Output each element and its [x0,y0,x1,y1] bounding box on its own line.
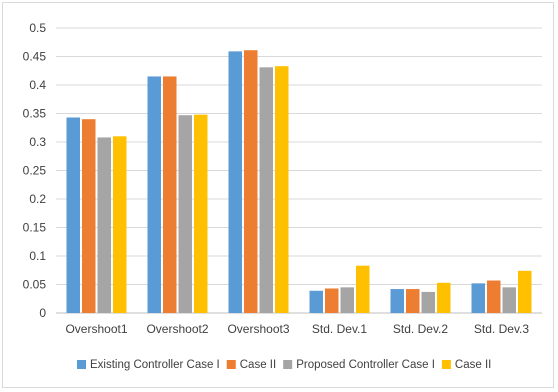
legend-label: Proposed Controller Case I [296,359,435,371]
y-tick-label: 0.25 [23,164,47,178]
bar [518,270,532,313]
x-category-label: Overshoot2 [146,322,208,336]
bar [325,288,339,313]
bar [82,119,96,313]
bar [487,280,501,313]
y-tick-label: 0.5 [29,21,46,35]
bar [113,136,127,313]
bar [194,114,208,313]
legend-swatch [77,360,86,369]
bar [309,290,323,313]
gridlines [56,27,542,314]
x-category-label: Std. Dev.3 [474,322,529,336]
x-axis-categories: Overshoot1 Overshoot2 Overshoot3 Std. Dev.1… [65,322,529,336]
bars [66,50,532,314]
bar [163,76,177,313]
bar [502,287,516,313]
x-category-label: Std. Dev.2 [393,322,448,336]
bar [147,76,161,313]
bar [340,287,354,313]
bar [406,289,420,313]
y-tick-label: 0.2 [29,192,46,206]
bar [178,115,192,314]
y-tick-label: 0.3 [29,135,46,149]
bar [275,66,289,313]
bar [97,137,111,313]
legend: Existing Controller Case I Case II Propose… [77,359,491,371]
bar [244,50,258,313]
y-tick-label: 0 [39,306,46,320]
bar [66,117,80,314]
y-tick-label: 0.05 [23,278,47,292]
legend-label: Case II [240,359,276,371]
legend-label: Case II [455,359,491,371]
y-tick-label: 0.15 [23,221,47,235]
legend-swatch [226,360,236,369]
bar [390,289,404,313]
bar [259,67,273,313]
y-tick-label: 0.45 [23,50,47,64]
bar [356,265,370,313]
bar [437,282,451,313]
y-tick-label: 0.35 [23,107,47,121]
x-category-label: Std. Dev.1 [312,322,367,336]
y-tick-label: 0.1 [29,249,46,263]
bar [471,283,485,313]
legend-swatch [283,360,293,369]
bar [421,291,435,313]
legend-label: Existing Controller Case I [90,359,220,371]
bar [228,51,242,314]
y-axis-ticks: 0 0.05 0.1 0.15 0.2 0.25 0.3 0.35 0.4 0.45 0.5 [23,21,47,320]
x-category-label: Overshoot3 [227,322,289,336]
y-tick-label: 0.4 [29,78,46,92]
legend-swatch [441,360,451,369]
x-category-label: Overshoot1 [65,322,127,336]
